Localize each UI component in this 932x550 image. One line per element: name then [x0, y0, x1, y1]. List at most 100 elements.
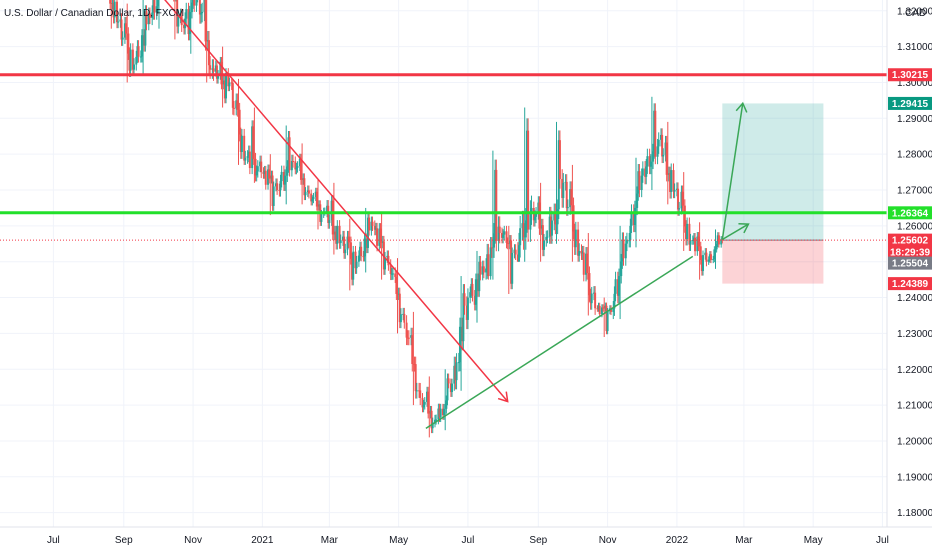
candle-body[interactable]	[368, 217, 371, 231]
candle-body[interactable]	[292, 161, 295, 163]
candle-body[interactable]	[403, 313, 406, 323]
candle-body[interactable]	[503, 231, 506, 235]
candle-body[interactable]	[139, 56, 142, 58]
candle-body[interactable]	[284, 175, 287, 185]
candle-body[interactable]	[629, 225, 632, 241]
candle-body[interactable]	[540, 225, 543, 229]
candle-body[interactable]	[605, 305, 608, 332]
candle-body[interactable]	[193, 0, 196, 6]
candle-body[interactable]	[686, 223, 689, 240]
candle-body[interactable]	[580, 250, 583, 254]
candle-body[interactable]	[341, 236, 344, 241]
candle-body[interactable]	[661, 134, 664, 157]
candle-body[interactable]	[235, 100, 238, 109]
candle-body[interactable]	[598, 305, 601, 315]
candle-body[interactable]	[665, 142, 668, 175]
candle-body[interactable]	[227, 72, 230, 87]
candle-body[interactable]	[307, 190, 310, 194]
candle-body[interactable]	[487, 254, 490, 277]
candle-body[interactable]	[680, 191, 683, 209]
candle-body[interactable]	[445, 400, 448, 409]
candle-body[interactable]	[462, 293, 465, 342]
candle-body[interactable]	[656, 146, 659, 157]
candle-body[interactable]	[119, 19, 122, 22]
candle-body[interactable]	[115, 1, 118, 23]
candle-body[interactable]	[378, 228, 381, 246]
candle-body[interactable]	[112, 3, 115, 18]
candle-body[interactable]	[402, 313, 405, 315]
candle-body[interactable]	[490, 247, 493, 249]
candle-body[interactable]	[128, 53, 131, 71]
candle-body[interactable]	[362, 256, 365, 258]
candle-body[interactable]	[320, 213, 323, 222]
candle-body[interactable]	[374, 228, 377, 230]
candle-body[interactable]	[204, 0, 207, 42]
candle-body[interactable]	[614, 279, 617, 294]
candle-body[interactable]	[223, 80, 226, 99]
candle-body[interactable]	[625, 240, 628, 244]
candle-body[interactable]	[699, 246, 702, 260]
candle-body[interactable]	[248, 151, 251, 169]
candle-body[interactable]	[458, 326, 461, 363]
candle-body[interactable]	[334, 231, 337, 235]
candle-body[interactable]	[550, 220, 553, 236]
candle-body[interactable]	[387, 255, 390, 266]
candle-body[interactable]	[251, 126, 254, 169]
candle-body[interactable]	[721, 239, 724, 241]
candle-body[interactable]	[470, 283, 473, 293]
candle-body[interactable]	[397, 293, 400, 295]
candle-body[interactable]	[561, 178, 564, 198]
candle-body[interactable]	[282, 171, 285, 185]
candle-body[interactable]	[201, 11, 204, 14]
candle-body[interactable]	[262, 172, 265, 174]
candle-body[interactable]	[274, 183, 277, 187]
candle-body[interactable]	[637, 171, 640, 194]
candle-body[interactable]	[435, 419, 438, 421]
candle-body[interactable]	[621, 239, 624, 262]
candle-body[interactable]	[461, 326, 464, 342]
candle-body[interactable]	[506, 242, 509, 244]
candle-body[interactable]	[482, 266, 485, 273]
candle-body[interactable]	[143, 35, 146, 46]
candle-body[interactable]	[240, 135, 243, 153]
candle-body[interactable]	[588, 273, 591, 296]
candle-body[interactable]	[344, 249, 347, 254]
projection-arrow[interactable]	[721, 223, 749, 241]
candle-body[interactable]	[127, 33, 130, 54]
candle-body[interactable]	[131, 49, 134, 70]
candle-body[interactable]	[521, 223, 524, 229]
candle-body[interactable]	[338, 225, 341, 244]
candle-body[interactable]	[286, 166, 289, 176]
candle-body[interactable]	[471, 283, 474, 296]
candlestick-series[interactable]	[88, 0, 724, 438]
candle-body[interactable]	[553, 213, 556, 221]
candle-body[interactable]	[376, 228, 379, 246]
candle-body[interactable]	[640, 175, 643, 191]
candle-body[interactable]	[290, 161, 293, 171]
candle-body[interactable]	[478, 261, 481, 292]
candle-body[interactable]	[648, 156, 651, 167]
candle-body[interactable]	[713, 249, 716, 260]
candle-body[interactable]	[133, 64, 136, 70]
candle-body[interactable]	[271, 175, 274, 206]
candle-body[interactable]	[688, 223, 691, 245]
candle-body[interactable]	[600, 307, 603, 315]
candle-body[interactable]	[144, 11, 147, 46]
candle-body[interactable]	[395, 276, 398, 294]
candle-body[interactable]	[120, 19, 123, 40]
candle-body[interactable]	[620, 261, 623, 277]
candle-body[interactable]	[653, 110, 656, 152]
candle-body[interactable]	[554, 213, 557, 225]
candle-body[interactable]	[570, 189, 573, 206]
candle-body[interactable]	[421, 397, 424, 408]
candle-body[interactable]	[304, 192, 307, 196]
candle-body[interactable]	[394, 273, 397, 277]
candle-body[interactable]	[206, 40, 209, 42]
candle-body[interactable]	[185, 9, 188, 19]
candle-body[interactable]	[109, 0, 112, 4]
candle-body[interactable]	[405, 322, 408, 338]
candle-body[interactable]	[121, 37, 124, 40]
candle-body[interactable]	[675, 188, 678, 191]
candle-body[interactable]	[535, 213, 538, 217]
